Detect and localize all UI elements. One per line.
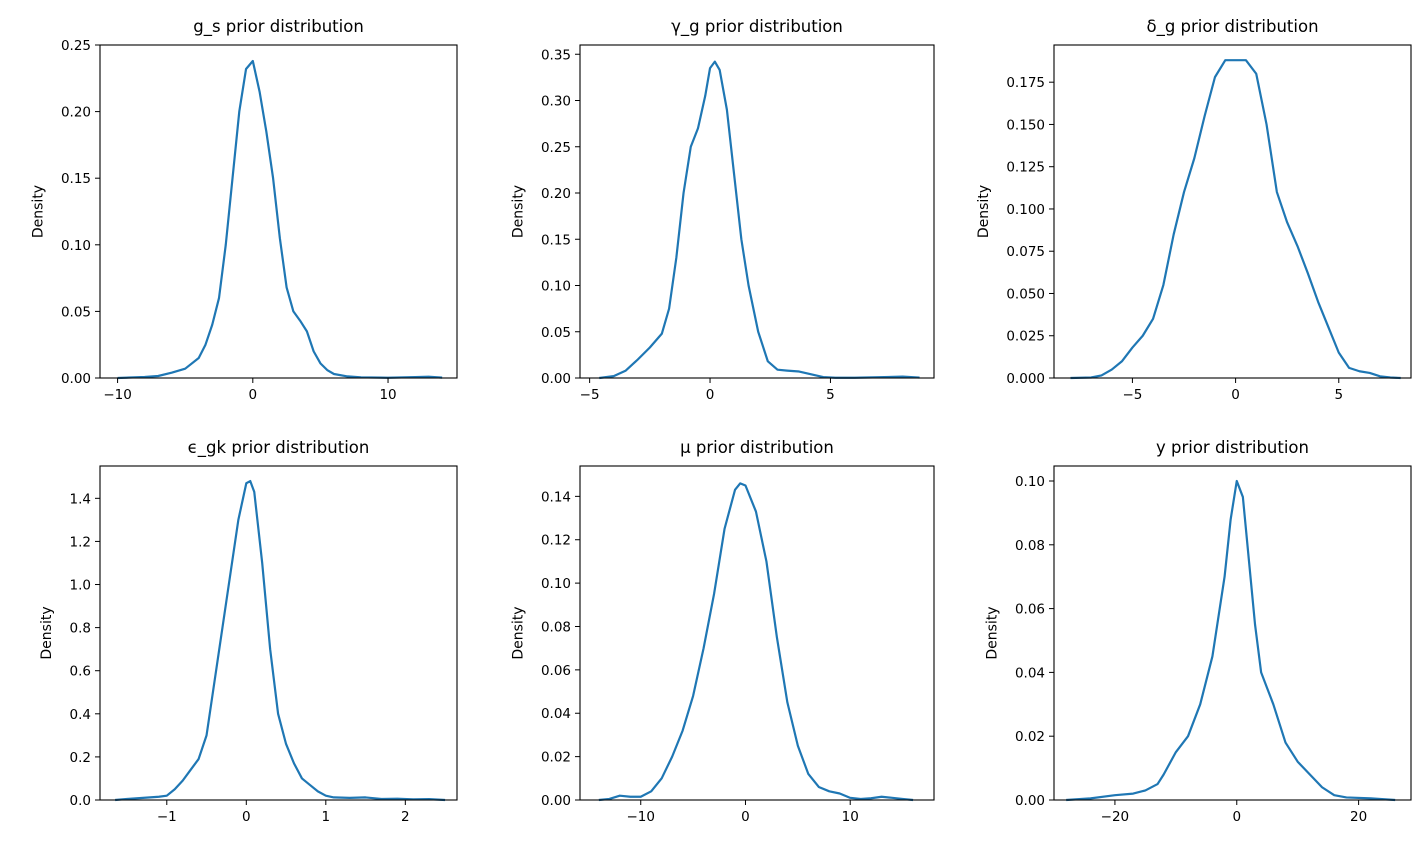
x-tick-label: 10 [379, 387, 396, 403]
chart-title: g_s prior distribution [193, 17, 364, 37]
y-tick-label: 0.25 [61, 38, 91, 54]
chart-title: γ_g prior distribution [671, 17, 843, 37]
y-tick-label: 0.05 [541, 325, 571, 341]
axes-frame [579, 465, 935, 801]
x-tick-label: −20 [1101, 809, 1130, 825]
x-tick-label: −1 [157, 809, 177, 825]
y-tick-label: 1.2 [70, 534, 91, 550]
density-curve [598, 482, 914, 802]
y-tick-label: 1.0 [70, 578, 91, 594]
y-tick-label: 0.15 [61, 171, 91, 187]
y-tick-label: 0.25 [541, 140, 571, 156]
y-axis-label: Density [985, 606, 1001, 659]
y-tick-label: 0.150 [1006, 117, 1045, 133]
y-tick-label: 0.06 [1015, 602, 1045, 618]
x-tick-label: 0 [1231, 387, 1240, 403]
x-tick-label: 20 [1350, 809, 1367, 825]
y-tick-label: 0.10 [61, 238, 91, 254]
x-tick-label: −5 [1122, 387, 1142, 403]
y-tick-label: 0.30 [541, 94, 571, 110]
y-tick-label: 0.20 [61, 105, 91, 121]
y-tick-label: 0.10 [541, 279, 571, 295]
y-axis-label: Density [31, 185, 47, 238]
chart-title: ϵ_gk prior distribution [188, 438, 370, 458]
x-tick-label: 0 [1232, 809, 1241, 825]
y-tick-label: 0.175 [1006, 75, 1045, 91]
y-tick-label: 1.4 [70, 491, 91, 507]
y-tick-label: 0.4 [70, 707, 91, 723]
x-tick-label: 0 [249, 387, 258, 403]
x-tick-label: −10 [626, 809, 655, 825]
y-axis-label: Density [511, 185, 527, 238]
chart-panel-4: −1 0 1 2 0.0 0.2 0.4 0.6 0.8 1.0 1.2 1.4 Density ϵ_gk… [39, 438, 458, 825]
y-tick-label: 0.125 [1006, 160, 1045, 176]
y-tick-label: 0.000 [1006, 371, 1045, 387]
y-tick-label: 0.025 [1006, 329, 1045, 345]
axes-frame [579, 44, 935, 379]
y-tick-label: 0.12 [541, 533, 571, 549]
y-tick-label: 0.02 [541, 750, 571, 766]
y-axis-label: Density [511, 606, 527, 659]
y-tick-label: 0.6 [70, 664, 91, 680]
y-tick-label: 0.06 [541, 663, 571, 679]
y-tick-label: 0.10 [541, 576, 571, 592]
x-tick-label: 0 [706, 387, 715, 403]
density-curve [115, 479, 446, 802]
y-tick-label: 0.00 [1015, 793, 1045, 809]
density-curve [1066, 479, 1396, 802]
x-tick-label: 5 [1334, 387, 1343, 403]
x-tick-label: 10 [842, 809, 859, 825]
x-tick-label: 5 [826, 387, 835, 403]
y-tick-label: 0.00 [541, 793, 571, 809]
x-tick-label: −5 [580, 387, 600, 403]
y-tick-label: 0.08 [1015, 538, 1045, 554]
x-tick-label: 0 [242, 809, 251, 825]
x-tick-label: 1 [322, 809, 331, 825]
axes-frame [1053, 465, 1412, 801]
chart-panel-2: −5 0 5 0.00 0.05 0.10 0.15 0.20 0.25 0.30 0.35 Dens… [511, 17, 935, 403]
y-axis-label: Density [976, 185, 992, 238]
y-tick-label: 0.100 [1006, 202, 1045, 218]
y-axis-label: Density [39, 606, 55, 659]
axes-frame [99, 465, 458, 801]
y-tick-label: 0.14 [541, 489, 571, 505]
y-tick-label: 0.04 [541, 706, 571, 722]
y-tick-label: 0.075 [1006, 244, 1045, 260]
y-tick-label: 0.00 [541, 371, 571, 387]
y-tick-label: 0.08 [541, 619, 571, 635]
y-tick-label: 0.10 [1015, 474, 1045, 490]
chart-panel-3: −5 0 5 0.000 0.025 0.050 0.075 0.100 0.125 0.150 0… [976, 17, 1412, 403]
y-tick-label: 0.05 [61, 304, 91, 320]
x-tick-label: 2 [401, 809, 410, 825]
y-tick-label: 0.0 [70, 793, 91, 809]
axes-frame [99, 44, 458, 379]
y-tick-label: 0.02 [1015, 729, 1045, 745]
x-tick-label: 0 [741, 809, 750, 825]
y-tick-label: 0.00 [61, 371, 91, 387]
density-curve [1070, 59, 1401, 380]
chart-title: y prior distribution [1156, 438, 1309, 457]
x-tick-label: −10 [103, 387, 132, 403]
chart-title: μ prior distribution [680, 438, 834, 457]
density-curve [599, 60, 920, 380]
chart-panel-5: −10 0 10 0.00 0.02 0.04 0.06 0.08 0.10 0.12 0.14 De… [511, 438, 935, 825]
y-tick-label: 0.35 [541, 47, 571, 63]
y-tick-label: 0.050 [1006, 286, 1045, 302]
density-curve [117, 59, 443, 380]
y-tick-label: 0.2 [70, 750, 91, 766]
chart-panel-6: −20 0 20 0.00 0.02 0.04 0.06 0.08 0.10 Density y p… [985, 438, 1412, 825]
y-tick-label: 0.15 [541, 232, 571, 248]
y-tick-label: 0.04 [1015, 665, 1045, 681]
y-tick-label: 0.8 [70, 621, 91, 637]
axes-frame [1053, 44, 1412, 379]
y-tick-label: 0.20 [541, 186, 571, 202]
chart-title: δ_g prior distribution [1146, 17, 1318, 37]
chart-panel-1: −10 0 10 0.00 0.05 0.10 0.15 0.20 0.25 Density g_s… [31, 17, 458, 403]
